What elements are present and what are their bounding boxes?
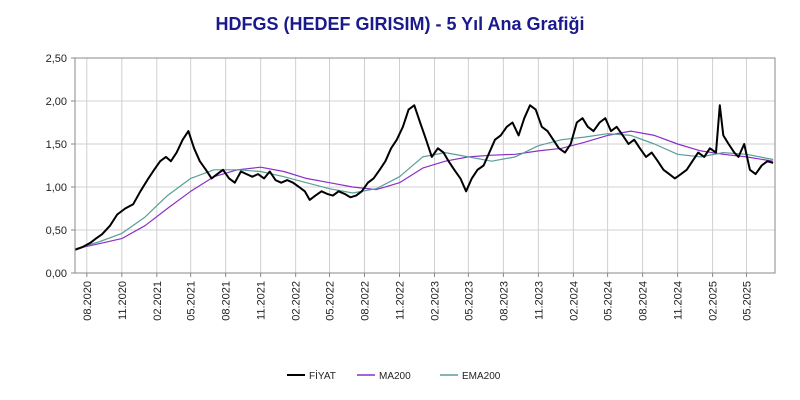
x-tick-label: 05.2022 bbox=[325, 281, 337, 321]
x-tick-label: 05.2025 bbox=[741, 281, 753, 321]
y-tick-label: 1,00 bbox=[46, 182, 67, 194]
chart-title: HDFGS (HEDEF GIRISIM) - 5 Yıl Ana Grafiğ… bbox=[215, 14, 584, 34]
x-tick-label: 11.2020 bbox=[117, 281, 129, 320]
legend-label: EMA200 bbox=[462, 371, 501, 382]
chart-legend: FİYAT MA200 EMA200 bbox=[287, 369, 501, 382]
plot-lines bbox=[74, 104, 774, 251]
series-line-ma200 bbox=[74, 130, 774, 250]
x-tick-label: 05.2023 bbox=[463, 281, 475, 321]
x-tick-label: 11.2024 bbox=[673, 281, 685, 320]
y-tick-label: 0,50 bbox=[46, 225, 67, 237]
chart-grid bbox=[75, 57, 775, 274]
legend-label: FİYAT bbox=[309, 369, 336, 382]
y-tick-label: 1,50 bbox=[46, 139, 67, 151]
x-tick-label: 02.2021 bbox=[152, 281, 164, 321]
x-tick-label: 11.2022 bbox=[395, 281, 407, 320]
x-tick-label: 02.2023 bbox=[430, 281, 442, 321]
y-tick-label: 2,00 bbox=[46, 96, 67, 108]
x-tick-label: 08.2022 bbox=[360, 281, 372, 321]
x-tick-label: 02.2025 bbox=[708, 281, 720, 321]
y-axis: 0,00 0,50 1,00 1,50 2,00 2,50 bbox=[46, 53, 75, 280]
x-tick-label: 11.2023 bbox=[533, 281, 545, 320]
y-tick-label: 2,50 bbox=[46, 53, 67, 65]
x-tick-label: 11.2021 bbox=[256, 281, 268, 320]
plot-frame bbox=[74, 57, 776, 274]
x-axis: 08.2020 11.2020 02.2021 05.2021 08.2021 11.20… bbox=[82, 273, 753, 321]
legend-label: MA200 bbox=[379, 371, 411, 382]
x-tick-label: 02.2024 bbox=[568, 281, 580, 321]
x-tick-label: 05.2021 bbox=[186, 281, 198, 321]
x-tick-label: 08.2024 bbox=[638, 281, 650, 321]
x-tick-label: 08.2021 bbox=[221, 281, 233, 321]
x-tick-label: 02.2022 bbox=[291, 281, 303, 321]
x-tick-label: 08.2020 bbox=[82, 281, 94, 321]
x-tick-label: 05.2024 bbox=[603, 281, 615, 321]
series-line-fi̇yat bbox=[74, 104, 774, 251]
series-line-ema200 bbox=[74, 133, 774, 250]
x-tick-label: 08.2023 bbox=[498, 281, 510, 321]
y-tick-label: 0,00 bbox=[46, 268, 67, 280]
